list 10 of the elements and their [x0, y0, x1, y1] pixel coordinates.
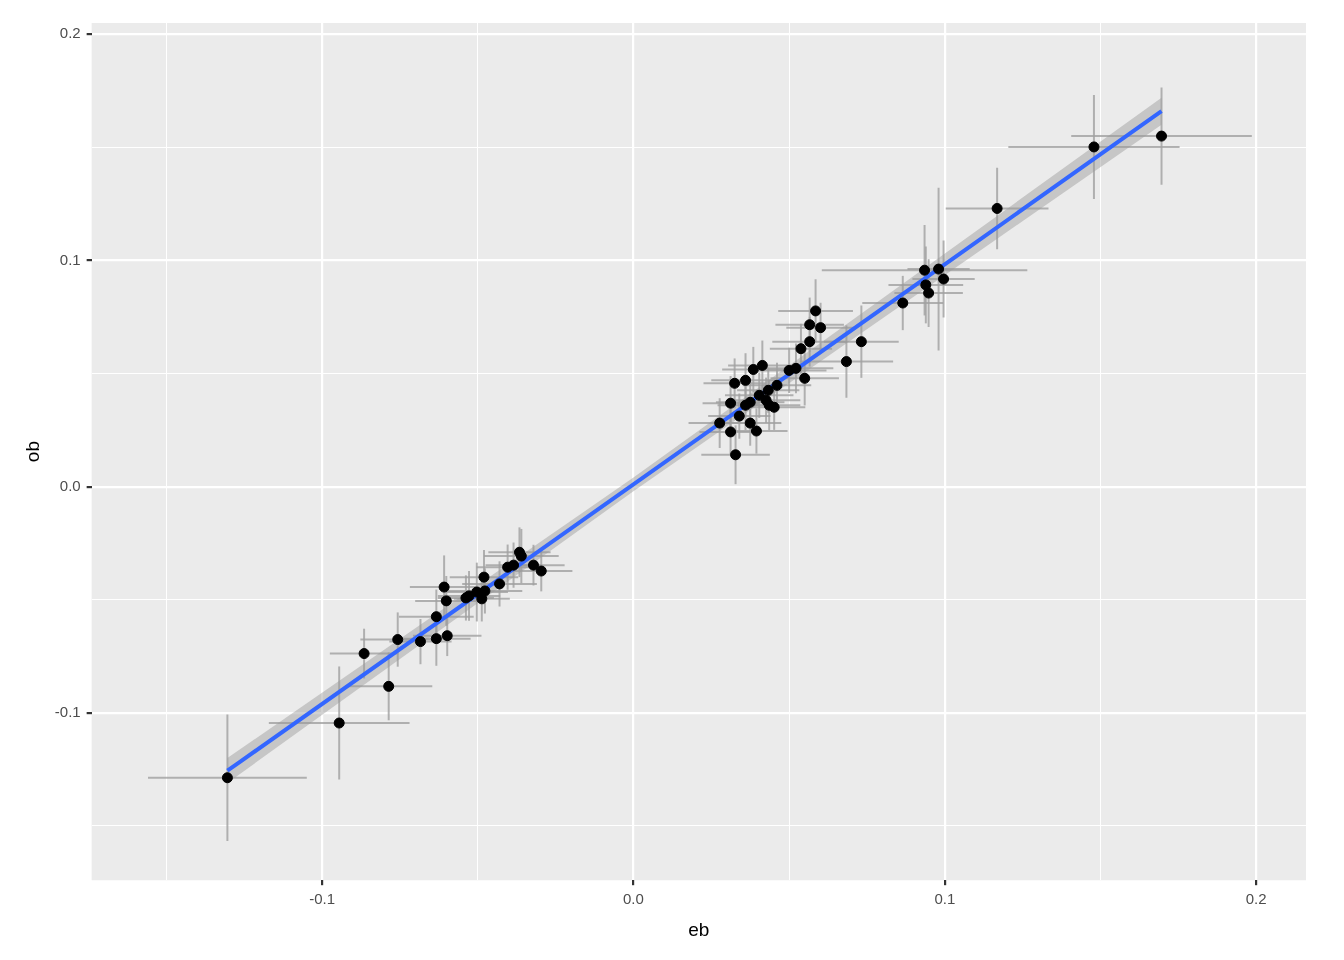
y-tick-label: 0.1 [59, 250, 81, 268]
x-axis-title: eb [688, 918, 710, 940]
y-tick-label: -0.1 [54, 702, 81, 720]
y-tick-label: 0.2 [59, 24, 81, 42]
x-tick-label: 0.1 [934, 890, 956, 908]
x-tick-label: -0.1 [309, 890, 335, 908]
y-tick-label: 0.0 [59, 476, 81, 494]
x-tick-label: 0.2 [1245, 890, 1267, 908]
y-axis-title: ob [21, 441, 43, 463]
x-tick-label: 0.0 [623, 890, 644, 908]
